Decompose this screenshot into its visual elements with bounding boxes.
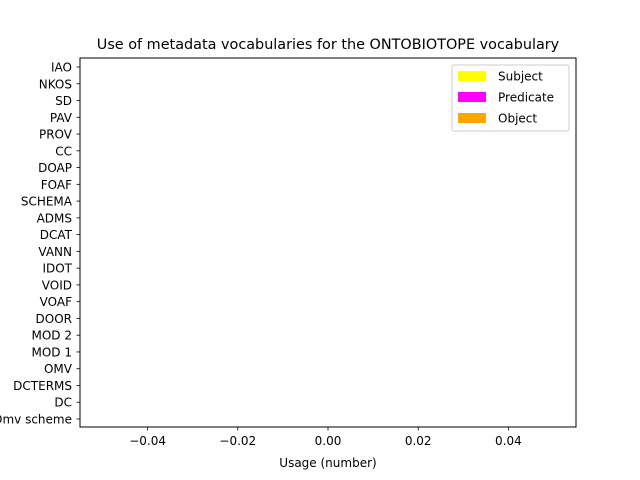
y-tick-label: OMV bbox=[44, 362, 73, 376]
y-tick-label: MOD 1 bbox=[32, 345, 73, 359]
y-tick-label: NKOS bbox=[39, 77, 72, 91]
y-tick-label: IDOT bbox=[42, 262, 72, 276]
legend-swatch-subject bbox=[458, 71, 486, 81]
legend: Subject Predicate Object bbox=[451, 64, 570, 132]
y-tick-label: FOAF bbox=[41, 178, 72, 192]
legend-label-subject: Subject bbox=[498, 70, 543, 84]
legend-label-predicate: Predicate bbox=[498, 91, 554, 105]
y-tick-label: Omv scheme bbox=[0, 413, 72, 427]
x-tick-label: 0.00 bbox=[315, 434, 342, 448]
y-tick-label: CC bbox=[55, 144, 72, 158]
y-tick-label: DC bbox=[54, 396, 72, 410]
x-tick-label: 0.02 bbox=[405, 434, 432, 448]
legend-swatch-predicate bbox=[458, 92, 486, 102]
y-tick-label: MOD 2 bbox=[32, 329, 73, 343]
y-tick-label: ADMS bbox=[37, 211, 72, 225]
y-tick-label: DOOR bbox=[36, 312, 72, 326]
y-tick-label: PROV bbox=[39, 128, 73, 142]
x-tick-label: 0.04 bbox=[495, 434, 522, 448]
y-tick-label: DCAT bbox=[40, 228, 73, 242]
x-tick-label: −0.04 bbox=[129, 434, 166, 448]
y-tick-label: VOID bbox=[42, 278, 72, 292]
y-tick-label: VOAF bbox=[40, 295, 72, 309]
y-tick-label: IAO bbox=[51, 61, 72, 75]
y-tick-label: SCHEMA bbox=[21, 195, 73, 209]
y-axis-ticks: IAO NKOS SD PAV PROV CC DOAP FOAF SCHEMA ADMS DCAT… bbox=[0, 61, 80, 427]
legend-label-object: Object bbox=[498, 112, 537, 126]
y-tick-label: DOAP bbox=[38, 161, 72, 175]
y-tick-label: PAV bbox=[50, 111, 73, 125]
x-axis-ticks: −0.04 −0.02 0.00 0.02 0.04 bbox=[129, 427, 522, 448]
x-axis-label: Usage (number) bbox=[279, 456, 376, 470]
legend-swatch-object bbox=[458, 113, 486, 123]
y-tick-label: VANN bbox=[38, 245, 72, 259]
y-tick-label: DCTERMS bbox=[13, 379, 72, 393]
y-tick-label: SD bbox=[55, 94, 72, 108]
chart-title: Use of metadata vocabularies for the ONT… bbox=[97, 37, 560, 53]
x-tick-label: −0.02 bbox=[219, 434, 256, 448]
plot-area-frame bbox=[79, 57, 577, 428]
